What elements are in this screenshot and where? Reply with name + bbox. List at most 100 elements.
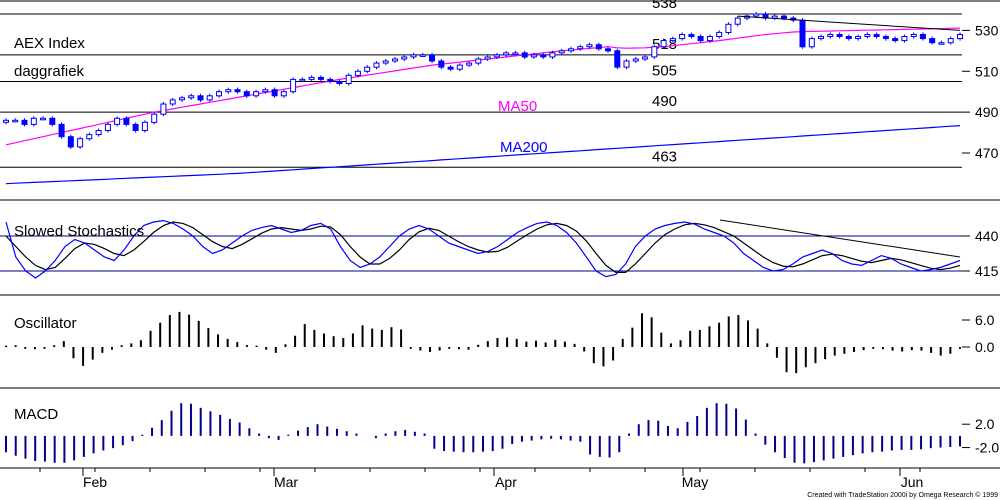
- candle: [521, 52, 528, 58]
- candle: [808, 38, 815, 48]
- candle: [530, 54, 537, 58]
- x-tick-label-Apr: Apr: [495, 474, 517, 490]
- candle: [957, 34, 963, 40]
- candle: [271, 89, 278, 97]
- ma50-line: [5, 27, 961, 146]
- candle: [614, 50, 621, 68]
- candle: [243, 91, 250, 97]
- candle: [577, 46, 584, 50]
- candle: [392, 58, 398, 62]
- credit-text: Created with TradeStation 2000i by Omega…: [807, 491, 998, 499]
- candle: [716, 31, 723, 38]
- ma200-line: [5, 125, 961, 185]
- price-subtitle: daggrafiek: [14, 63, 85, 80]
- candle: [30, 117, 37, 125]
- candle: [141, 121, 148, 132]
- candle: [864, 34, 871, 37]
- stoch-y-tick-label: 415: [975, 263, 999, 279]
- candle: [327, 78, 334, 82]
- x-axis: Feb Mar Apr May Jun: [39, 468, 924, 490]
- candle: [781, 15, 787, 19]
- candle: [605, 48, 611, 52]
- candle: [253, 91, 260, 97]
- candle: [95, 130, 102, 136]
- candle: [938, 42, 945, 45]
- price-y-tick-label: 470: [975, 145, 999, 161]
- candle: [475, 58, 482, 64]
- candle: [836, 34, 843, 37]
- candle: [882, 36, 889, 39]
- candle: [901, 36, 908, 42]
- stochastics-title: Slowed Stochastics: [14, 223, 144, 240]
- candle: [706, 36, 713, 42]
- candle: [104, 123, 111, 132]
- candle: [317, 76, 324, 80]
- macd-y-tick-label: 2.0: [975, 416, 995, 432]
- candle: [438, 60, 445, 68]
- price-y-tick-label: 490: [975, 104, 999, 120]
- candle: [910, 34, 917, 37]
- candle: [77, 138, 84, 148]
- candle: [669, 38, 676, 42]
- candle: [336, 81, 343, 84]
- x-tick-label-Feb: Feb: [83, 474, 107, 490]
- candle: [568, 48, 574, 52]
- candle: [734, 17, 741, 25]
- candle: [892, 38, 899, 42]
- stochastics-panel: 440 415: [0, 219, 1000, 296]
- level-label-490: 490: [652, 93, 677, 110]
- stoch-y-tick-label: 440: [975, 228, 999, 244]
- candle: [771, 15, 778, 19]
- candle: [873, 34, 880, 37]
- macd-title: MACD: [14, 406, 58, 423]
- candle: [447, 66, 454, 70]
- candle: [234, 89, 241, 93]
- candle: [818, 36, 824, 39]
- candle: [586, 44, 593, 48]
- candle: [845, 36, 852, 39]
- candle: [49, 117, 56, 125]
- level-label-505: 505: [652, 62, 677, 79]
- candle: [206, 95, 213, 101]
- oscillator-y-tick-label: 0.0: [975, 339, 995, 355]
- level-label-538: 538: [652, 0, 677, 12]
- candle: [114, 117, 121, 125]
- candle: [364, 66, 371, 72]
- candle: [623, 60, 630, 68]
- candle: [40, 117, 46, 121]
- candle: [929, 38, 936, 44]
- candle: [466, 62, 473, 66]
- candle: [354, 70, 361, 76]
- candle: [651, 46, 658, 58]
- candle: [308, 76, 315, 80]
- ma200-label: MA200: [500, 139, 548, 156]
- candle: [919, 34, 926, 40]
- oscillator-panel: 6.0 0.0: [0, 311, 1000, 389]
- x-tick-label-Jun: Jun: [901, 474, 924, 490]
- candle: [753, 13, 760, 17]
- candle: [688, 34, 695, 37]
- x-tick-label-May: May: [682, 474, 708, 490]
- oscillator-title: Oscillator: [14, 315, 77, 332]
- candle: [855, 36, 862, 39]
- x-tick-label-Mar: Mar: [274, 474, 298, 490]
- candle: [58, 123, 65, 138]
- candle: [799, 19, 806, 48]
- candle: [382, 60, 389, 64]
- stoch-k-line: [5, 219, 961, 279]
- candle: [345, 74, 352, 85]
- candle: [12, 119, 19, 123]
- candle: [429, 54, 435, 62]
- candle: [21, 119, 28, 125]
- candle: [86, 134, 93, 140]
- candle: [216, 91, 222, 97]
- candle: [262, 89, 269, 93]
- candle: [697, 36, 704, 42]
- candle: [549, 52, 556, 58]
- macd-y-tick-label: -2.0: [975, 440, 999, 456]
- candle: [642, 56, 649, 60]
- candle: [660, 40, 667, 48]
- candle: [179, 97, 185, 101]
- candle: [419, 54, 426, 57]
